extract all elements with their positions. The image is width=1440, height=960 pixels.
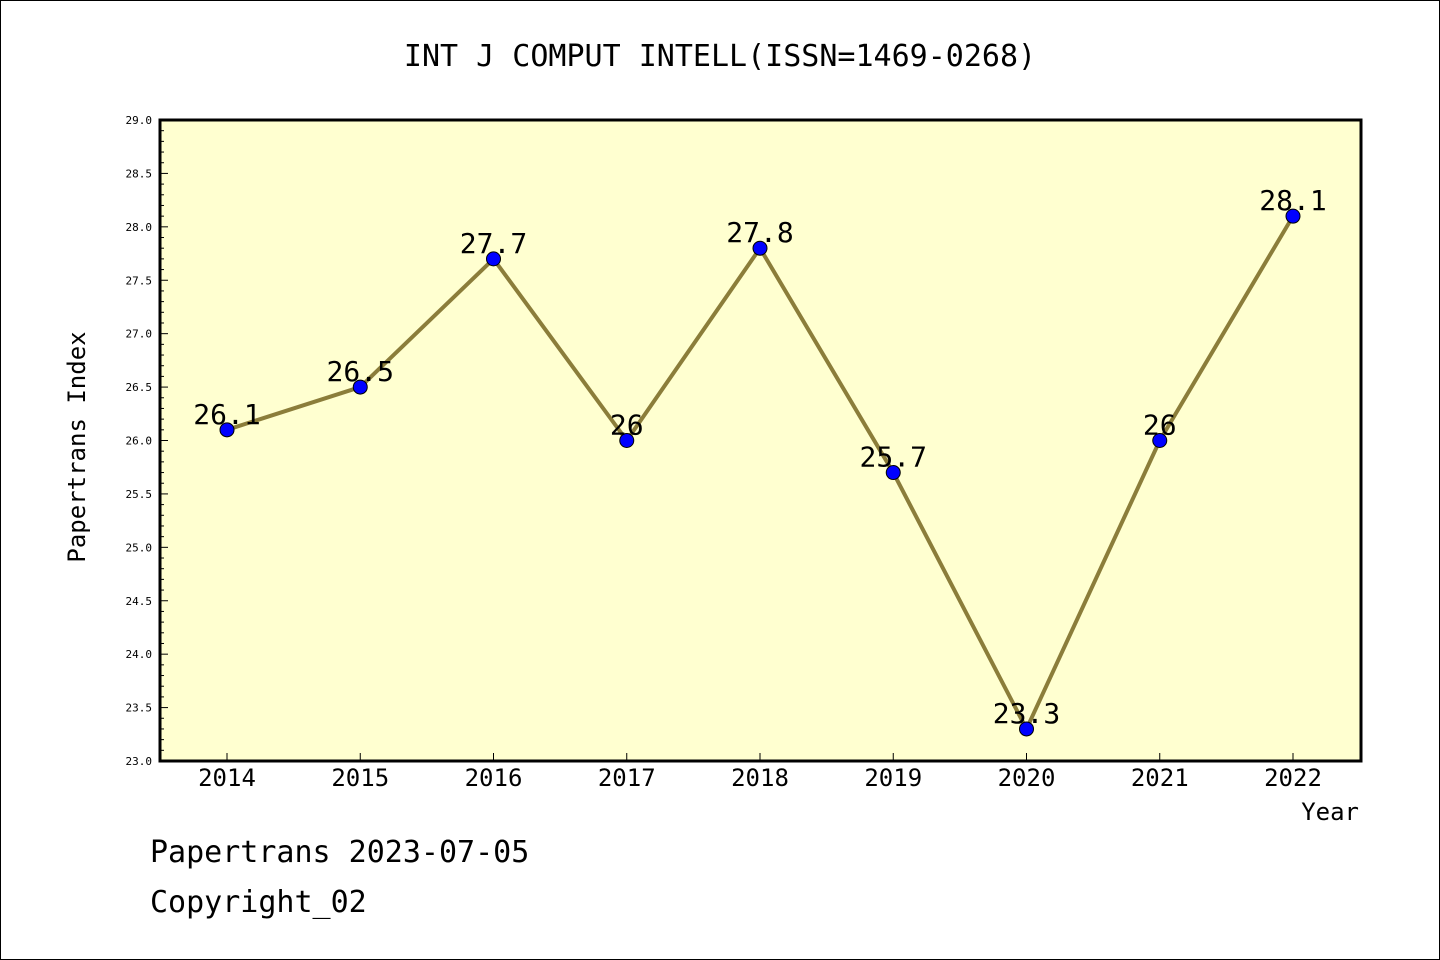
x-tick-label: 2020	[998, 764, 1056, 792]
chart-title: INT J COMPUT INTELL(ISSN=1469-0268)	[404, 39, 1036, 74]
y-axis: 23.0 23.5 24.0 24.5 25.0 25.5 26.0 26.5 27.0 27.5…	[126, 114, 168, 768]
data-point	[486, 251, 501, 267]
x-tick-label: 2016	[465, 764, 523, 792]
x-tick-label: 2014	[198, 764, 256, 792]
x-tick-label: 2021	[1131, 764, 1189, 792]
data-point	[1019, 721, 1034, 737]
y-tick-label: 24.5	[126, 595, 153, 608]
y-tick-label: 26.0	[126, 435, 153, 448]
y-tick-label: 26.5	[126, 381, 153, 394]
x-tick-label: 2022	[1264, 764, 1322, 792]
y-tick-label: 23.5	[126, 702, 153, 715]
y-tick-label: 28.0	[126, 221, 153, 234]
y-tick-label: 28.5	[126, 167, 153, 180]
data-label: 27.7	[460, 227, 527, 260]
y-tick-label: 25.0	[126, 541, 153, 554]
data-label: 23.3	[993, 697, 1060, 730]
series-layer	[219, 208, 1301, 737]
data-label: 27.8	[726, 216, 793, 249]
data-label: 26	[610, 409, 644, 442]
y-tick-label: 29.0	[126, 114, 153, 127]
x-tick-label: 2019	[864, 764, 922, 792]
data-point	[219, 422, 235, 438]
footer-copyright: Copyright_02	[150, 885, 367, 920]
data-label: 25.7	[860, 441, 927, 474]
data-label: 26.1	[193, 398, 260, 431]
data-point	[885, 465, 901, 481]
data-point	[619, 433, 635, 448]
y-tick-label: 27.5	[126, 274, 153, 287]
y-tick-label: 25.5	[126, 488, 153, 501]
data-point	[1152, 433, 1168, 448]
x-tick-label: 2018	[731, 764, 789, 792]
x-tick-label: 2015	[331, 764, 389, 792]
data-point	[352, 379, 368, 395]
data-point	[752, 240, 768, 256]
y-tick-label: 27.0	[126, 328, 153, 341]
y-axis-title: Papertrans Index	[63, 331, 91, 562]
x-axis-title: Year	[1301, 798, 1359, 826]
y-tick-label: 23.0	[126, 755, 153, 768]
data-label-layer: 26.1 26.5 27.7 26 27.8 25.7 23.3 26 28.1	[193, 184, 1326, 730]
data-label: 26	[1143, 409, 1177, 442]
x-axis: 2014 2015 2016 2017 2018 2019 2020 2021 2022	[198, 753, 1322, 792]
y-tick-label: 24.0	[126, 648, 153, 661]
data-point	[1285, 208, 1301, 224]
data-label: 26.5	[327, 355, 394, 388]
data-label: 28.1	[1259, 184, 1326, 217]
x-tick-label: 2017	[598, 764, 656, 792]
footer-date: Papertrans 2023-07-05	[150, 835, 530, 870]
